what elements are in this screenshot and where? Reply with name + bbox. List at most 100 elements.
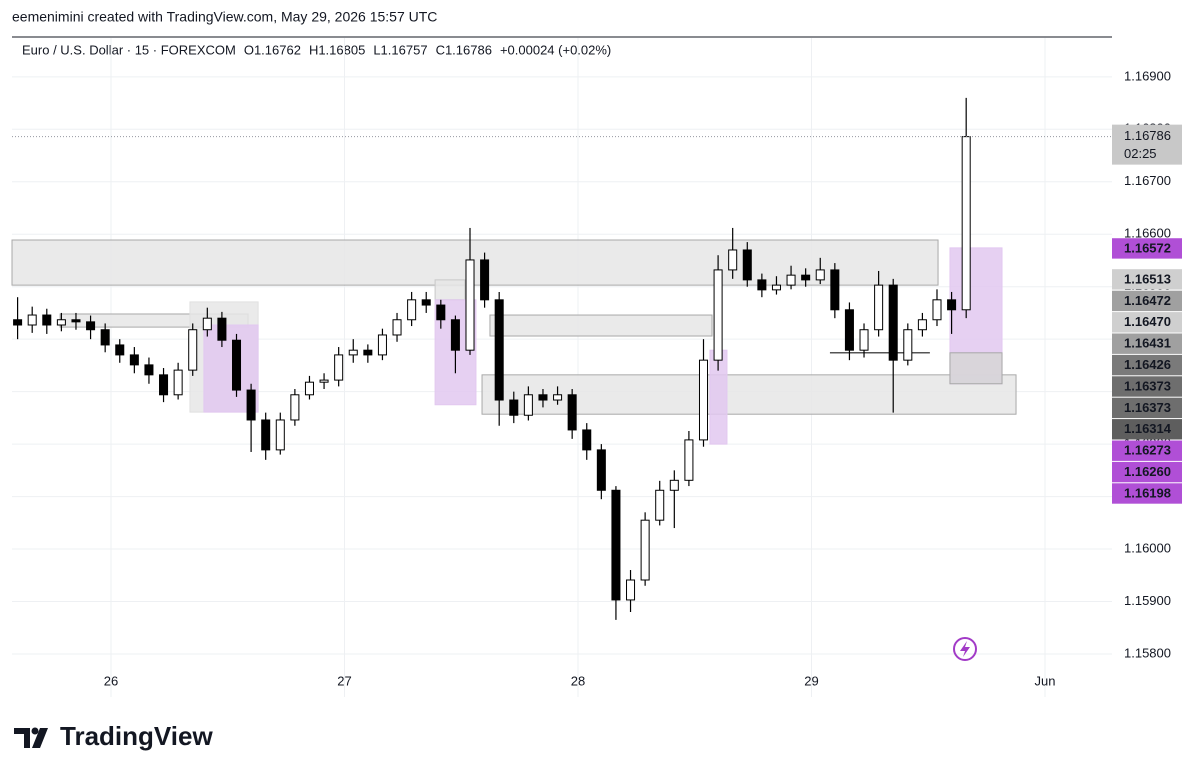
- candle-body: [304, 381, 314, 396]
- last-price-label: 1.16786: [1124, 128, 1171, 143]
- price-badge-label: 1.16260: [1124, 464, 1171, 479]
- candle-body: [173, 369, 183, 396]
- candle-body: [421, 299, 431, 306]
- alert-icon[interactable]: [953, 637, 977, 661]
- symbol-title: Euro / U.S. Dollar · 15 · FOREXCOM: [22, 42, 236, 57]
- candle-body: [771, 284, 781, 291]
- logo-dot: [31, 727, 39, 735]
- candle-body: [71, 319, 81, 323]
- candle-body: [100, 329, 110, 346]
- ohlc-value: C1.16786: [436, 42, 492, 57]
- price-badge: [1112, 440, 1182, 461]
- candle-body: [275, 419, 285, 451]
- candle-body: [42, 314, 52, 326]
- zone: [434, 279, 466, 301]
- candle-body: [261, 419, 271, 451]
- price-badge: [1112, 461, 1182, 483]
- candle-body: [698, 359, 709, 441]
- price-badge: [1112, 312, 1182, 333]
- alert-bolt[interactable]: [960, 641, 970, 657]
- candle-body: [523, 394, 533, 416]
- brand-name: TradingView: [60, 721, 213, 751]
- candle-body: [669, 479, 679, 491]
- candle-body: [509, 399, 519, 416]
- candle-body: [159, 374, 169, 396]
- credit: eemenimini created with TradingView.com,…: [12, 9, 437, 25]
- candle-body: [217, 317, 227, 341]
- ohlc-value: H1.16805: [309, 42, 365, 57]
- candle-body: [538, 394, 548, 401]
- candle-body: [465, 259, 475, 351]
- y-tick-label: 1.15800: [1124, 645, 1171, 660]
- x-tick-label: Jun: [1035, 673, 1056, 688]
- candle-body: [494, 299, 504, 401]
- price-badge: [1112, 290, 1182, 312]
- candle-body: [553, 394, 563, 401]
- price-badge: [1112, 376, 1182, 397]
- candle-body: [611, 489, 621, 601]
- alert-circle[interactable]: [953, 637, 977, 661]
- candle-body: [801, 274, 811, 281]
- price-badge-label: 1.16472: [1124, 293, 1171, 308]
- candle-body: [115, 344, 125, 356]
- logo-mark: [14, 728, 30, 748]
- symbol-legend: Euro / U.S. Dollar · 15 · FOREXCOM O1.16…: [22, 42, 611, 57]
- candle-body: [684, 439, 694, 481]
- ohlc-value: L1.16757: [373, 42, 427, 57]
- candle-body: [655, 489, 665, 521]
- plot-area: [11, 38, 1112, 697]
- x-tick-label: 28: [571, 673, 585, 688]
- price-badge-label: 1.16470: [1124, 314, 1171, 329]
- candle-body: [86, 321, 96, 331]
- candle-body: [436, 304, 446, 321]
- price-badge: [1112, 483, 1182, 504]
- price-badge-label: 1.16198: [1124, 485, 1171, 500]
- candle-body: [202, 317, 212, 331]
- x-tick-label: 29: [804, 673, 818, 688]
- y-tick-label: 1.16700: [1124, 173, 1171, 188]
- price-badge: [1112, 238, 1182, 259]
- candle-body: [640, 519, 650, 581]
- candle-body: [188, 329, 198, 371]
- price-badge-label: 1.16431: [1124, 336, 1171, 351]
- candle-body: [713, 269, 723, 361]
- candle-body: [450, 319, 460, 351]
- brand-logo: TradingView: [14, 721, 213, 751]
- candle-body: [13, 319, 23, 326]
- candle-body: [815, 269, 825, 281]
- candle-body: [844, 309, 854, 351]
- candle-body: [56, 319, 66, 326]
- candle-body: [407, 299, 417, 321]
- x-tick-label: 26: [104, 673, 118, 688]
- price-badge: [1112, 354, 1182, 376]
- x-tick-label: 27: [337, 673, 351, 688]
- zone: [949, 352, 1003, 385]
- y-tick-label: 1.16900: [1124, 68, 1171, 83]
- price-badge: [1112, 419, 1182, 440]
- countdown-label: 02:25: [1124, 146, 1157, 161]
- candle-body: [363, 349, 373, 356]
- price-badge: [1112, 269, 1182, 290]
- candle-body: [888, 284, 898, 361]
- candle-body: [392, 319, 402, 336]
- candle-body: [932, 299, 942, 321]
- price-badge: [1112, 333, 1182, 354]
- candle-body: [290, 394, 300, 421]
- candle-body: [874, 284, 884, 331]
- candle-body: [961, 136, 971, 311]
- price-badge-label: 1.16572: [1124, 240, 1171, 255]
- candle-body: [786, 274, 796, 286]
- price-badge-label: 1.16513: [1124, 271, 1171, 286]
- y-tick-label: 1.16000: [1124, 540, 1171, 555]
- logo-slash: [32, 728, 48, 748]
- zone: [481, 374, 1017, 415]
- y-tick-label: 1.15900: [1124, 593, 1171, 608]
- last-price-badge: [1112, 124, 1182, 165]
- candle-body: [728, 249, 738, 271]
- zone: [11, 239, 939, 286]
- candle-body: [917, 319, 927, 331]
- candle-body: [903, 329, 913, 361]
- y-tick-label: 1.16600: [1124, 226, 1171, 241]
